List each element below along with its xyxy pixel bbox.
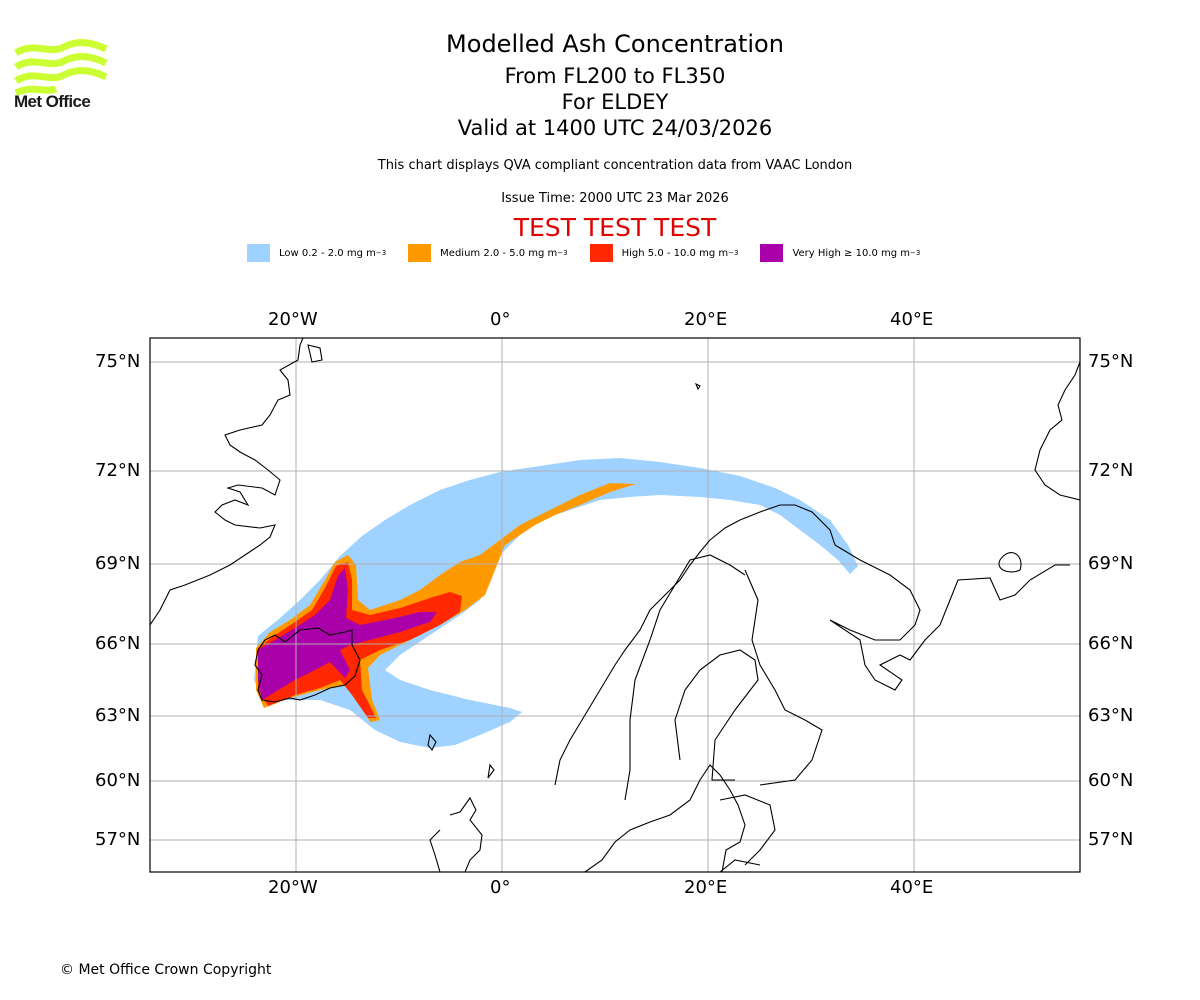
lon-tick-top: 20°W xyxy=(268,309,318,330)
legend-swatch xyxy=(408,244,432,262)
lat-tick-right: 57°N xyxy=(1088,829,1134,850)
lat-tick-right: 72°N xyxy=(1088,460,1134,481)
lon-tick-bottom: 20°E xyxy=(684,877,728,898)
legend-label: Low 0.2 - 2.0 mg m xyxy=(279,247,376,259)
legend-swatch xyxy=(589,244,613,262)
legend-exponent: −3 xyxy=(557,249,568,257)
legend-label: Very High ≥ 10.0 mg m xyxy=(792,247,911,259)
test-banner: TEST TEST TEST xyxy=(513,213,717,242)
lat-tick-left: 63°N xyxy=(95,705,141,726)
legend-label: High 5.0 - 10.0 mg m xyxy=(621,247,729,259)
coast-scotland xyxy=(429,796,483,872)
lon-tick-bottom: 20°W xyxy=(268,877,318,898)
legend-item-high: High 5.0 - 10.0 mg m −3 xyxy=(589,244,739,262)
coast-greenland xyxy=(150,338,304,626)
lat-tick-left: 72°N xyxy=(95,460,141,481)
volcano-name: For ELDEY xyxy=(561,90,669,114)
lon-tick-bottom: 0° xyxy=(490,877,511,898)
border-finland-russia xyxy=(744,569,823,786)
issue-time: Issue Time: 2000 UTC 23 Mar 2026 xyxy=(501,191,729,206)
lat-tick-left: 60°N xyxy=(95,770,141,791)
lat-tick-right: 63°N xyxy=(1088,705,1134,726)
legend-exponent: −3 xyxy=(910,249,921,257)
lon-tick-top: 20°E xyxy=(684,309,728,330)
legend-item-very-high: Very High ≥ 10.0 mg m −3 xyxy=(760,244,920,262)
plume-very-high xyxy=(258,568,437,700)
coast-kola xyxy=(829,544,1070,691)
flight-levels: From FL200 to FL350 xyxy=(504,64,726,88)
map-frame xyxy=(149,337,1081,873)
copyright-notice: © Met Office Crown Copyright xyxy=(60,962,272,978)
legend-label: Medium 2.0 - 5.0 mg m xyxy=(440,247,558,259)
chart-subtitle: From FL200 to FL350 For ELDEY Valid at 1… xyxy=(0,63,1200,141)
lon-tick-top: 40°E xyxy=(890,309,934,330)
coast-iceland xyxy=(254,627,361,703)
met-office-logo-icon xyxy=(14,39,108,97)
chart-title: Modelled Ash Concentration xyxy=(446,30,784,58)
plume-low xyxy=(254,458,858,748)
lon-tick-top: 0° xyxy=(490,309,511,330)
legend-exponent: −3 xyxy=(728,249,739,257)
lat-tick-right: 60°N xyxy=(1088,770,1134,791)
chart-description: This chart displays QVA compliant concen… xyxy=(377,158,853,173)
border-sweden xyxy=(624,554,746,801)
coast-bothnia xyxy=(674,649,759,781)
lat-tick-left: 57°N xyxy=(95,829,141,850)
legend: Low 0.2 - 2.0 mg m −3 Medium 2.0 - 5.0 mg… xyxy=(247,243,942,263)
lat-tick-left: 75°N xyxy=(95,351,141,372)
lat-tick-right: 66°N xyxy=(1088,633,1134,654)
lat-tick-right: 69°N xyxy=(1088,553,1134,574)
graticule xyxy=(150,338,1080,872)
coast-norway xyxy=(554,504,836,872)
lat-tick-right: 75°N xyxy=(1088,351,1134,372)
legend-swatch xyxy=(760,244,784,262)
legend-exponent: −3 xyxy=(375,249,387,257)
lon-tick-bottom: 40°E xyxy=(890,877,934,898)
legend-item-low: Low 0.2 - 2.0 mg m −3 xyxy=(247,244,386,262)
legend-item-medium: Medium 2.0 - 5.0 mg m −3 xyxy=(408,244,568,262)
met-office-wordmark: Met Office xyxy=(14,92,91,111)
coastlines xyxy=(150,338,1080,872)
coast-novaya-zemlya xyxy=(1034,361,1080,501)
valid-time: Valid at 1400 UTC 24/03/2026 xyxy=(457,116,773,140)
lat-tick-left: 69°N xyxy=(95,553,141,574)
legend-swatch xyxy=(247,244,270,262)
lat-tick-left: 66°N xyxy=(95,633,141,654)
